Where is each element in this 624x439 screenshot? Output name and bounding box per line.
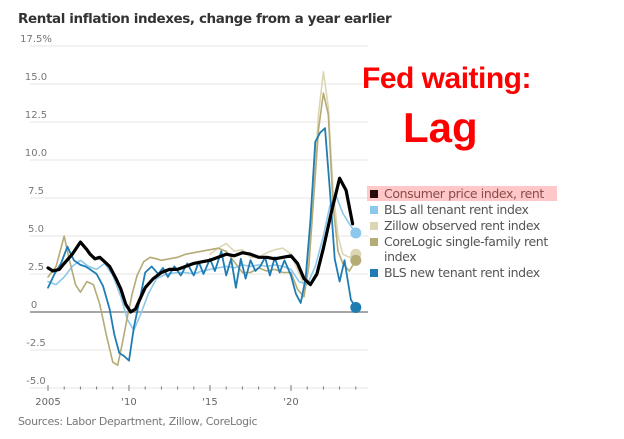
y-tick-label: -5.0 bbox=[26, 376, 46, 387]
y-tick-label: 10.0 bbox=[25, 148, 47, 159]
end-dot-bls-new-tenant bbox=[350, 301, 362, 313]
y-tick-label: -2.5 bbox=[26, 338, 46, 349]
x-tick-label: '10 bbox=[121, 397, 136, 408]
legend-label: BLS all tenant rent index bbox=[384, 202, 529, 217]
y-tick-label: 5.0 bbox=[28, 224, 44, 235]
annotation-lag: Lag bbox=[403, 104, 478, 151]
y-axis-ticks: 17.5% 15.0 12.5 10.0 7.5 5.0 2.5 0 -2.5 -5.0 bbox=[20, 34, 52, 387]
legend-label: BLS new tenant rent index bbox=[384, 265, 540, 280]
legend: Consumer price index, rent BLS all tenan… bbox=[367, 186, 557, 281]
end-dot-corelogic bbox=[350, 254, 362, 266]
series-line-zillow bbox=[209, 71, 357, 286]
legend-label: Zillow observed rent index bbox=[384, 218, 540, 233]
gridlines bbox=[30, 45, 368, 389]
x-tick-label: '15 bbox=[202, 397, 217, 408]
y-tick-label: 17.5% bbox=[20, 34, 52, 45]
y-tick-label: 0 bbox=[31, 300, 37, 311]
legend-label: Consumer price index, rent bbox=[384, 186, 544, 201]
y-tick-label: 2.5 bbox=[28, 262, 44, 273]
series-line-corelogic bbox=[47, 92, 357, 367]
source-note: Sources: Labor Department, Zillow, CoreL… bbox=[18, 415, 258, 428]
legend-swatch-cpi-rent bbox=[370, 190, 378, 198]
series-line-bls-new-tenant bbox=[47, 127, 357, 362]
series-lines bbox=[46, 71, 357, 367]
chart-title: Rental inflation indexes, change from a … bbox=[18, 11, 392, 27]
legend-item-bls-all-tenant: BLS all tenant rent index bbox=[367, 202, 557, 217]
y-tick-label: 12.5 bbox=[25, 110, 47, 121]
annotation-fed-waiting: Fed waiting: bbox=[362, 62, 532, 95]
y-tick-label: 7.5 bbox=[28, 186, 44, 197]
legend-swatch-bls-all-tenant bbox=[370, 206, 378, 214]
end-dot-bls-all-tenant bbox=[350, 227, 362, 239]
x-tick-label: 2005 bbox=[35, 397, 60, 408]
x-axis: 2005 '10 '15 '20 bbox=[35, 385, 357, 408]
y-tick-label: 15.0 bbox=[25, 72, 47, 83]
legend-item-corelogic: CoreLogic single-family rent index bbox=[367, 234, 557, 264]
legend-item-bls-new-tenant: BLS new tenant rent index bbox=[367, 265, 557, 280]
legend-swatch-zillow bbox=[370, 222, 378, 230]
series-line-cpi-rent bbox=[46, 176, 355, 314]
series-end-dots bbox=[350, 227, 362, 313]
x-tick-label: '20 bbox=[283, 397, 298, 408]
legend-item-zillow: Zillow observed rent index bbox=[367, 218, 557, 233]
legend-swatch-corelogic bbox=[370, 238, 378, 246]
legend-label: CoreLogic single-family rent index bbox=[384, 234, 548, 264]
legend-item-cpi-rent: Consumer price index, rent bbox=[367, 186, 557, 201]
legend-swatch-bls-new-tenant bbox=[370, 269, 378, 277]
